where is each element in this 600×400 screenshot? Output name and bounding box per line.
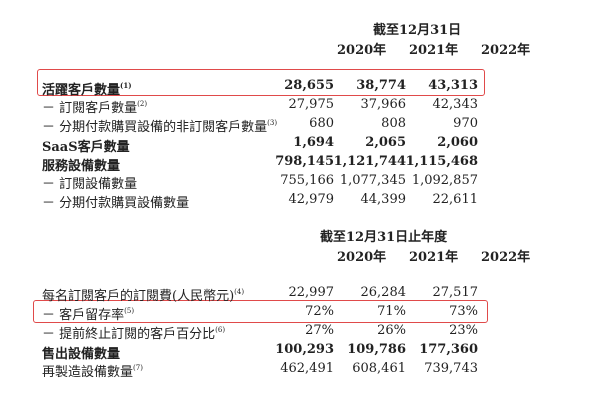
row-label: － 訂閱設備數量 — [42, 171, 137, 194]
table-row: － 訂閱設備數量 755,166 1,077,345 1,092,857 — [0, 171, 600, 192]
year-2022-s2: 2022年 — [481, 250, 531, 265]
year-2021-s2: 2021年 — [409, 250, 459, 265]
row-label-text: 活躍客戶數量 — [42, 83, 121, 98]
cell-value: 1,694 — [293, 135, 334, 150]
table-row: 活躍客戶數量(1) 28,655 38,774 43,313 — [0, 76, 600, 98]
row-label-text: SaaS客戶數量 — [42, 140, 130, 155]
cell-value: 2,065 — [365, 135, 406, 150]
cell-value: 739,743 — [424, 361, 478, 376]
row-label: 活躍客戶數量(1) — [42, 76, 132, 100]
cell-value: 44,399 — [360, 192, 407, 207]
cell-value: 22,611 — [432, 192, 479, 207]
table-row: SaaS客戶數量 1,694 2,065 2,060 — [0, 133, 600, 155]
cell-value: 72% — [305, 304, 334, 319]
row-label-text: － 分期付款購買設備數量 — [42, 196, 190, 211]
cell-value: 808 — [381, 116, 406, 131]
table-row: － 提前終止訂閱的客戶百分比(6) 27% 26% 23% — [0, 321, 600, 342]
cell-value: 608,461 — [352, 361, 406, 376]
footnote-marker: (1) — [120, 81, 132, 90]
row-label-text: － 訂閱設備數量 — [42, 177, 138, 192]
cell-value: 27% — [305, 323, 334, 338]
cell-value: 43,313 — [428, 78, 478, 93]
row-label-text: 售出設備數量 — [42, 347, 121, 362]
row-label-text: 服務設備數量 — [42, 159, 121, 174]
cell-value: 1,077,345 — [339, 173, 406, 188]
row-label-text: 再製造設備數量 — [42, 365, 134, 380]
cell-value: 755,166 — [280, 173, 334, 188]
row-label: 每名訂閱客戶的訂閱費(人民幣元)(4) — [42, 283, 244, 306]
year-2022: 2022年 — [481, 43, 531, 58]
cell-value: 798,145 — [275, 154, 334, 169]
row-label-text: － 提前終止訂閱的客戶百分比 — [42, 327, 216, 342]
cell-value: 100,293 — [275, 342, 334, 357]
cell-value: 1,115,468 — [405, 154, 478, 169]
row-label-text: 每名訂閱客戶的訂閱費(人民幣元) — [42, 289, 235, 304]
cell-value: 970 — [453, 116, 478, 131]
row-label: 再製造設備數量(7) — [42, 359, 143, 382]
year-2020: 2020年 — [337, 43, 387, 58]
cell-value: 28,655 — [284, 78, 334, 93]
table-row: － 分期付款購買設備數量 42,979 44,399 22,611 — [0, 190, 600, 211]
cell-value: 38,774 — [356, 78, 406, 93]
cell-value: 1,092,857 — [411, 173, 478, 188]
table-row: － 訂閱客戶數量(2) 27,975 37,966 42,343 — [0, 95, 600, 116]
row-label: － 訂閱客戶數量(2) — [42, 95, 147, 118]
highlight-box-retention-rate — [33, 300, 488, 323]
footnote-marker: (4) — [234, 288, 245, 296]
footnote-marker: (2) — [137, 100, 148, 108]
footnote-marker: (6) — [215, 326, 226, 334]
year-2020-s2: 2020年 — [337, 250, 387, 265]
cell-value: 23% — [449, 323, 478, 338]
table-row: 每名訂閱客戶的訂閱費(人民幣元)(4) 22,997 26,284 27,517 — [0, 283, 600, 304]
cell-value: 680 — [309, 116, 334, 131]
cell-value: 26,284 — [360, 285, 407, 300]
cell-value: 73% — [449, 304, 478, 319]
section2-header: 截至12月31日止年度 — [320, 230, 448, 245]
cell-value: 22,997 — [288, 285, 335, 300]
row-label: 售出設備數量 — [42, 340, 120, 364]
row-label: － 分期付款購買設備數量 — [42, 190, 189, 213]
table-row: － 客戶留存率(5) 72% 71% 73% — [0, 302, 600, 323]
row-label: SaaS客戶數量 — [42, 133, 130, 157]
row-label: － 提前終止訂閱的客戶百分比(6) — [42, 321, 225, 344]
cell-value: 462,491 — [280, 361, 334, 376]
row-label-text: － 客戶留存率 — [42, 308, 125, 323]
table-row: 售出設備數量 100,293 109,786 177,360 — [0, 340, 600, 362]
row-label: － 客戶留存率(5) — [42, 302, 134, 325]
cell-value: 27,517 — [432, 285, 479, 300]
cell-value: 42,343 — [432, 97, 479, 112]
cell-value: 27,975 — [288, 97, 335, 112]
cell-value: 37,966 — [360, 97, 407, 112]
row-label: 服務設備數量 — [42, 152, 120, 176]
cell-value: 2,060 — [437, 135, 478, 150]
year-2021: 2021年 — [409, 43, 459, 58]
table-row: － 分期付款購買設備的非訂閱客戶數量(3) 680 808 970 — [0, 114, 600, 135]
footnote-marker: (5) — [124, 307, 135, 315]
cell-value: 26% — [377, 323, 406, 338]
section1-header: 截至12月31日 — [373, 23, 462, 38]
row-label-text: － 分期付款購買設備的非訂閱客戶數量 — [42, 120, 268, 135]
row-label: － 分期付款購買設備的非訂閱客戶數量(3) — [42, 114, 277, 137]
footnote-marker: (3) — [267, 119, 278, 127]
footnote-marker: (7) — [133, 364, 143, 372]
cell-value: 42,979 — [288, 192, 335, 207]
highlight-box-active-customers — [37, 69, 485, 96]
table-row: 服務設備數量 798,145 1,121,744 1,115,468 — [0, 152, 600, 174]
cell-value: 109,786 — [347, 342, 406, 357]
cell-value: 177,360 — [419, 342, 478, 357]
row-label-text: － 訂閱客戶數量 — [42, 101, 138, 116]
cell-value: 71% — [377, 304, 406, 319]
cell-value: 1,121,744 — [333, 154, 406, 169]
table-row: 再製造設備數量(7) 462,491 608,461 739,743 — [0, 359, 600, 380]
